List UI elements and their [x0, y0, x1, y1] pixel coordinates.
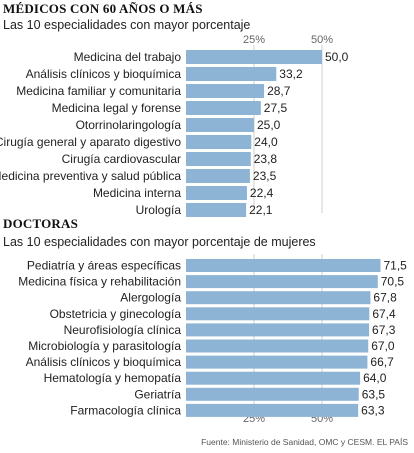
bar: [186, 84, 265, 98]
value-label: 27,5: [264, 101, 288, 115]
category-label: Farmacología clínica: [70, 403, 181, 417]
category-label: Geriatría: [134, 387, 181, 401]
category-label: Medicina del trabajo: [74, 50, 182, 64]
bar: [186, 339, 369, 353]
bar: [186, 323, 370, 337]
bar: [186, 152, 251, 166]
chart1-subtitle: Las 10 especialidades con mayor porcenta…: [3, 18, 251, 32]
category-label: Obstetricia y ginecología: [50, 307, 182, 321]
bar: [186, 135, 252, 149]
bar: [186, 118, 254, 132]
value-label: 67,4: [372, 307, 396, 321]
tick-label: 50%: [311, 34, 333, 46]
category-label: Medicina preventiva y salud pública: [0, 169, 181, 183]
source-note: Fuente: Ministerio de Sanidad, OMC y CES…: [201, 437, 408, 447]
bar: [186, 307, 370, 321]
value-label: 67,0: [371, 339, 395, 353]
value-label: 64,0: [363, 371, 387, 385]
bar: [186, 291, 371, 305]
value-label: 50,0: [325, 50, 349, 64]
value-label: 22,4: [250, 186, 274, 200]
chart2-bar-chart: 25% 50%Pediatría y áreas específicas 71,5M…: [18, 254, 407, 425]
bar: [186, 355, 368, 369]
tick-label: 25%: [243, 34, 265, 46]
value-label: 23,8: [254, 152, 278, 166]
bar: [186, 169, 250, 183]
value-label: 22,1: [249, 203, 273, 217]
category-label: Alergología: [120, 291, 181, 305]
category-label: Análisis clínicos y bioquímica: [26, 355, 182, 369]
bar: [186, 403, 359, 417]
category-label: Medicina familiar y comunitaria: [16, 84, 181, 98]
category-label: Medicina interna: [93, 186, 181, 200]
value-label: 67,8: [373, 291, 397, 305]
value-label: 67,3: [372, 323, 396, 337]
category-label: Cirugía general y aparato digestivo: [0, 135, 181, 149]
category-label: Urología: [136, 203, 182, 217]
value-label: 24,0: [254, 135, 278, 149]
category-label: Pediatría y áreas específicas: [27, 259, 181, 273]
category-label: Análisis clínicos y bioquímica: [26, 67, 182, 81]
chart1-title: MÉDICOS CON 60 AÑOS O MÁS: [3, 1, 203, 16]
bar: [186, 259, 381, 272]
bar: [186, 203, 247, 217]
bar: [186, 387, 359, 401]
category-label: Cirugía cardiovascular: [62, 152, 181, 166]
bar: [186, 186, 247, 200]
value-label: 28,7: [267, 84, 291, 98]
value-label: 66,7: [370, 355, 394, 369]
category-label: Medicina legal y forense: [52, 101, 182, 115]
bar: [186, 67, 277, 81]
category-label: Otorrinolaringología: [76, 118, 182, 132]
chart1-bar-chart: 25% 50% Medicina del trabajo 50,0 Análisis c…: [0, 34, 349, 217]
bar: [186, 275, 378, 289]
chart2-subtitle: Las 10 especialidades con mayor porcenta…: [3, 235, 316, 249]
value-label: 25,0: [257, 118, 281, 132]
value-label: 63,5: [362, 387, 386, 401]
category-label: Medicina física y rehabilitación: [18, 275, 181, 289]
bar: [186, 101, 261, 115]
value-label: 71,5: [383, 259, 407, 273]
category-label: Hematología y hemopatía: [44, 371, 182, 385]
chart2-title: DOCTORAS: [3, 216, 79, 231]
value-label: 63,3: [361, 403, 385, 417]
bar: [186, 371, 361, 385]
category-label: Microbiología y parasitología: [28, 339, 181, 353]
value-label: 33,2: [279, 67, 303, 81]
category-label: Neurofisiología clínica: [64, 323, 182, 337]
value-label: 70,5: [381, 275, 405, 289]
bar: [186, 50, 322, 64]
value-label: 23,5: [253, 169, 277, 183]
